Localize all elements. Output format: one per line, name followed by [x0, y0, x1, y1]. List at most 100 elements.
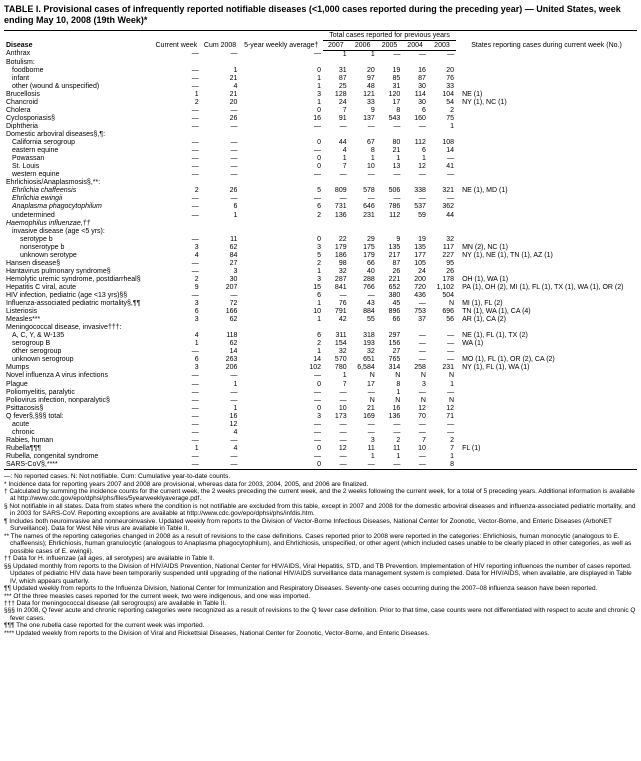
cell-2005 — [377, 179, 403, 187]
cell-2003: 117 — [428, 244, 456, 252]
cell-2003: 504 — [428, 292, 456, 300]
cell-2005: 16 — [377, 405, 403, 413]
cell-2007: — — [323, 171, 349, 179]
cell-cum: 263 — [201, 356, 240, 364]
cell-2003: 8 — [428, 461, 456, 470]
cell-states — [456, 236, 637, 244]
cell-2005: 1 — [377, 155, 403, 163]
cell-2007: — — [323, 437, 349, 445]
footnote: ¶¶¶ The one rubella case reported for th… — [4, 622, 637, 629]
cell-2004 — [402, 324, 428, 332]
cell-states — [456, 372, 637, 380]
cell-avg: — — [239, 421, 323, 429]
hdr-years-group: Total cases reported for previous years — [323, 30, 456, 40]
cell-2007: 24 — [323, 99, 349, 107]
cell-2004: — — [402, 50, 428, 59]
cell-current-week: — — [152, 348, 201, 356]
cell-2003: 1 — [428, 123, 456, 131]
cell-2007 — [323, 324, 349, 332]
cell-avg: 16 — [239, 115, 323, 123]
disease-name: Psittacosis§ — [4, 405, 152, 413]
cell-2006 — [349, 324, 377, 332]
cell-cum: 62 — [201, 340, 240, 348]
cell-2006: 32 — [349, 348, 377, 356]
cell-current-week: 6 — [152, 356, 201, 364]
cell-states — [456, 348, 637, 356]
cell-2003: 2 — [428, 437, 456, 445]
cell-2006: 6,584 — [349, 364, 377, 372]
cell-states: NY (1), NE (1), TN (1), AZ (1) — [456, 252, 637, 260]
cell-2003: 71 — [428, 413, 456, 421]
cell-2003 — [428, 59, 456, 67]
table-row: Domestic arboviral diseases§,¶: — [4, 131, 637, 139]
cell-2003: — — [428, 155, 456, 163]
cell-cum: 11 — [201, 236, 240, 244]
table-row: eastern equine———4821614 — [4, 147, 637, 155]
cell-2004 — [402, 59, 428, 67]
cell-2005: 380 — [377, 292, 403, 300]
table-row: Ehrlichia ewingii———————— — [4, 195, 637, 203]
cell-cum: 118 — [201, 332, 240, 340]
cell-cum: 16 — [201, 413, 240, 421]
cell-2007: 791 — [323, 308, 349, 316]
table-row: California serogroup——0446780112108 — [4, 139, 637, 147]
cell-2007: — — [323, 292, 349, 300]
cell-states: FL (1) — [456, 445, 637, 453]
table-row: serogroup B1622154193156——WA (1) — [4, 340, 637, 348]
cell-current-week: — — [152, 147, 201, 155]
cell-2006: — — [349, 292, 377, 300]
cell-cum: 1 — [201, 381, 240, 389]
cell-avg: — — [239, 195, 323, 203]
cell-2005: 45 — [377, 300, 403, 308]
cell-avg: 3 — [239, 91, 323, 99]
cell-current-week: 4 — [152, 332, 201, 340]
cell-2005 — [377, 228, 403, 236]
cell-2005: 85 — [377, 75, 403, 83]
cell-avg: — — [239, 50, 323, 59]
cell-2007: 87 — [323, 75, 349, 83]
cell-2004: — — [402, 123, 428, 131]
cell-2004 — [402, 228, 428, 236]
disease-name: Brucellosis — [4, 91, 152, 99]
table-row: Hepatitis C viral, acute9207158417666527… — [4, 284, 637, 292]
cell-2004: 37 — [402, 316, 428, 324]
table-row: Influenza-associated pediatric mortality… — [4, 300, 637, 308]
cell-cum: — — [201, 123, 240, 131]
table-row: Rubella, congenital syndrome————11—1 — [4, 453, 637, 461]
cell-2005 — [377, 131, 403, 139]
cell-current-week: 3 — [152, 244, 201, 252]
cell-2006: 43 — [349, 300, 377, 308]
cell-cum — [201, 324, 240, 332]
disease-name: Anthrax — [4, 50, 152, 59]
cell-2003: 1 — [428, 381, 456, 389]
cell-cum: 62 — [201, 244, 240, 252]
cell-2005: 314 — [377, 364, 403, 372]
footnote: †† Data for H. influenzae (all ages, all… — [4, 555, 637, 562]
cell-2005: 8 — [377, 107, 403, 115]
cell-cum: 20 — [201, 99, 240, 107]
cell-cum — [201, 228, 240, 236]
cell-2004: 12 — [402, 405, 428, 413]
cell-2007: 780 — [323, 364, 349, 372]
cell-2004: — — [402, 332, 428, 340]
cell-2006: — — [349, 421, 377, 429]
table-row: Hantavirus pulmonary syndrome§—313240262… — [4, 268, 637, 276]
cell-2007: 10 — [323, 405, 349, 413]
cell-2004: — — [402, 389, 428, 397]
cell-2005: — — [377, 429, 403, 437]
cell-2005: 87 — [377, 260, 403, 268]
cell-2003: 26 — [428, 268, 456, 276]
cell-cum: — — [201, 139, 240, 147]
cell-2003: 12 — [428, 405, 456, 413]
cell-avg — [239, 179, 323, 187]
cell-2006: 766 — [349, 284, 377, 292]
cell-2006: N — [349, 372, 377, 380]
cell-states: NY (1), FL (1), WA (1) — [456, 364, 637, 372]
cell-current-week: — — [152, 437, 201, 445]
table-row: St. Louis——0710131241 — [4, 163, 637, 171]
cell-avg: 6 — [239, 332, 323, 340]
hdr-cum-2008: Cum 2008 — [201, 30, 240, 50]
cell-current-week: 3 — [152, 300, 201, 308]
cell-2006: N — [349, 397, 377, 405]
cell-2006: 3 — [349, 437, 377, 445]
